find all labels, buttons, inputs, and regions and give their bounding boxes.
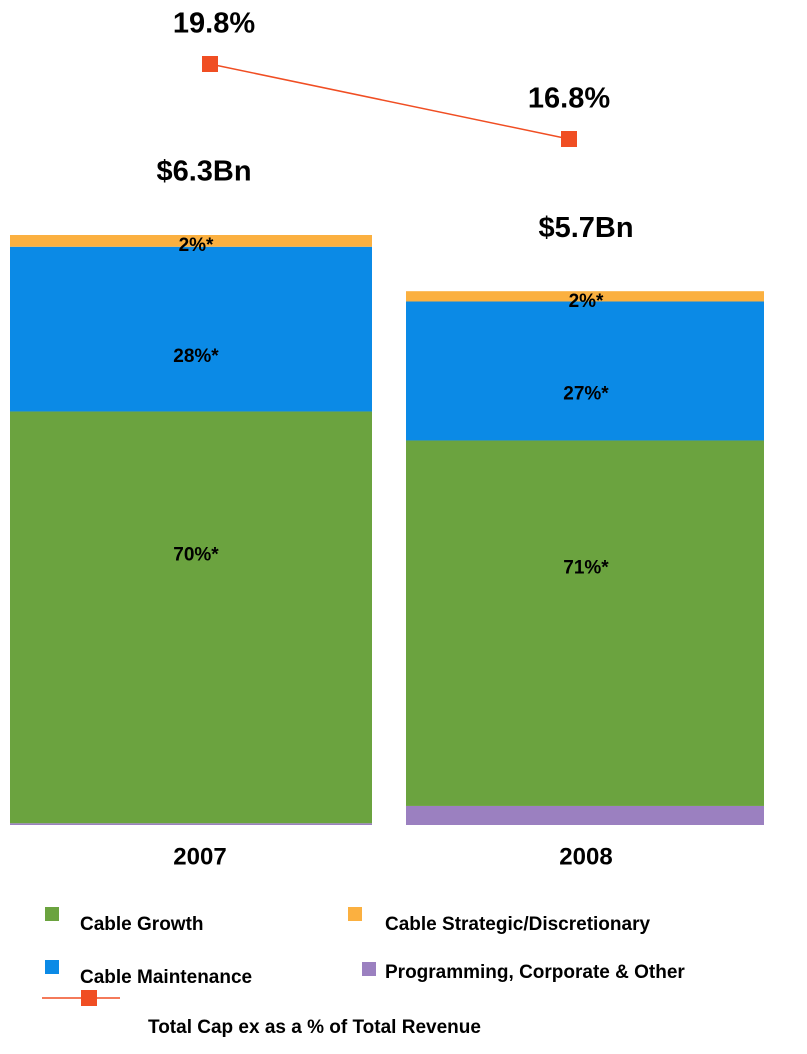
bar-segment — [406, 291, 764, 302]
legend-label: Programming, Corporate & Other — [385, 962, 685, 983]
bar-segment — [406, 301, 764, 441]
line — [209, 63, 570, 140]
legend-swatch — [362, 962, 376, 976]
legend-swatch — [348, 907, 362, 921]
segment-label: 70%* — [173, 545, 219, 566]
legend-label: Cable Maintenance — [80, 967, 252, 988]
total-label: $6.3Bn — [156, 156, 251, 188]
segment-label: 2%* — [179, 235, 214, 256]
segment-label: 28%* — [173, 346, 219, 367]
legend-label: Cable Strategic/Discretionary — [385, 914, 650, 935]
segment-label: 2%* — [569, 291, 604, 312]
segment-label: 27%* — [563, 384, 609, 405]
x-tick-label: 2008 — [559, 843, 612, 870]
bar-segment — [10, 823, 372, 825]
line-label: 16.8% — [528, 83, 610, 115]
segment-label: 71%* — [563, 557, 609, 578]
line-label: 19.8% — [173, 8, 255, 40]
legend-swatch — [45, 960, 59, 974]
bar-segment — [10, 235, 372, 247]
legend-label: Total Cap ex as a % of Total Revenue — [148, 1017, 481, 1038]
legend-swatch — [45, 907, 59, 921]
total-label: $5.7Bn — [538, 212, 633, 244]
legend-marker — [81, 990, 97, 1006]
x-tick-label: 2007 — [173, 843, 226, 870]
legend-label: Cable Growth — [80, 914, 204, 935]
bar-segment — [406, 805, 764, 825]
bar-segment — [10, 246, 372, 412]
line-marker — [561, 131, 577, 147]
bar-segment — [10, 411, 372, 824]
line-marker — [202, 56, 218, 72]
bar-segment — [406, 440, 764, 806]
